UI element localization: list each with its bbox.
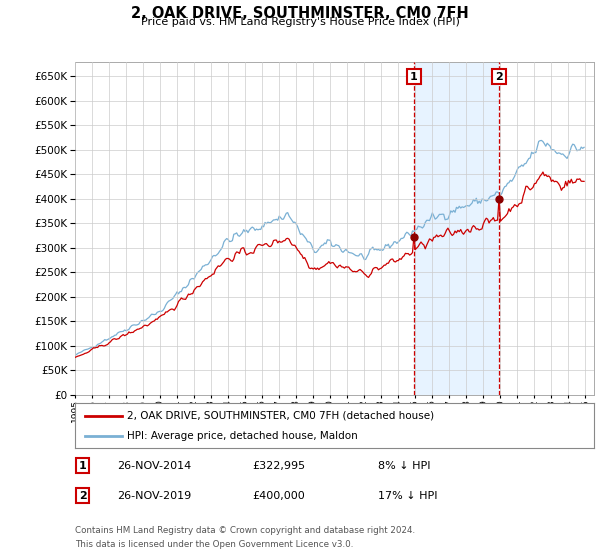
Text: 2: 2 bbox=[495, 72, 503, 82]
Text: £322,995: £322,995 bbox=[252, 461, 305, 471]
Text: 17% ↓ HPI: 17% ↓ HPI bbox=[378, 491, 437, 501]
Text: 2, OAK DRIVE, SOUTHMINSTER, CM0 7FH (detached house): 2, OAK DRIVE, SOUTHMINSTER, CM0 7FH (det… bbox=[127, 410, 434, 421]
Text: 2: 2 bbox=[79, 491, 86, 501]
Text: Price paid vs. HM Land Registry's House Price Index (HPI): Price paid vs. HM Land Registry's House … bbox=[140, 17, 460, 27]
Text: HPI: Average price, detached house, Maldon: HPI: Average price, detached house, Mald… bbox=[127, 431, 358, 441]
Text: 1: 1 bbox=[410, 72, 418, 82]
Text: £400,000: £400,000 bbox=[252, 491, 305, 501]
Text: 26-NOV-2019: 26-NOV-2019 bbox=[117, 491, 191, 501]
Text: 26-NOV-2014: 26-NOV-2014 bbox=[117, 461, 191, 471]
Bar bbox=[414, 62, 499, 395]
Text: Contains HM Land Registry data © Crown copyright and database right 2024.
This d: Contains HM Land Registry data © Crown c… bbox=[75, 526, 415, 549]
Text: 2, OAK DRIVE, SOUTHMINSTER, CM0 7FH: 2, OAK DRIVE, SOUTHMINSTER, CM0 7FH bbox=[131, 6, 469, 21]
Text: 8% ↓ HPI: 8% ↓ HPI bbox=[378, 461, 431, 471]
Text: 1: 1 bbox=[79, 461, 86, 471]
